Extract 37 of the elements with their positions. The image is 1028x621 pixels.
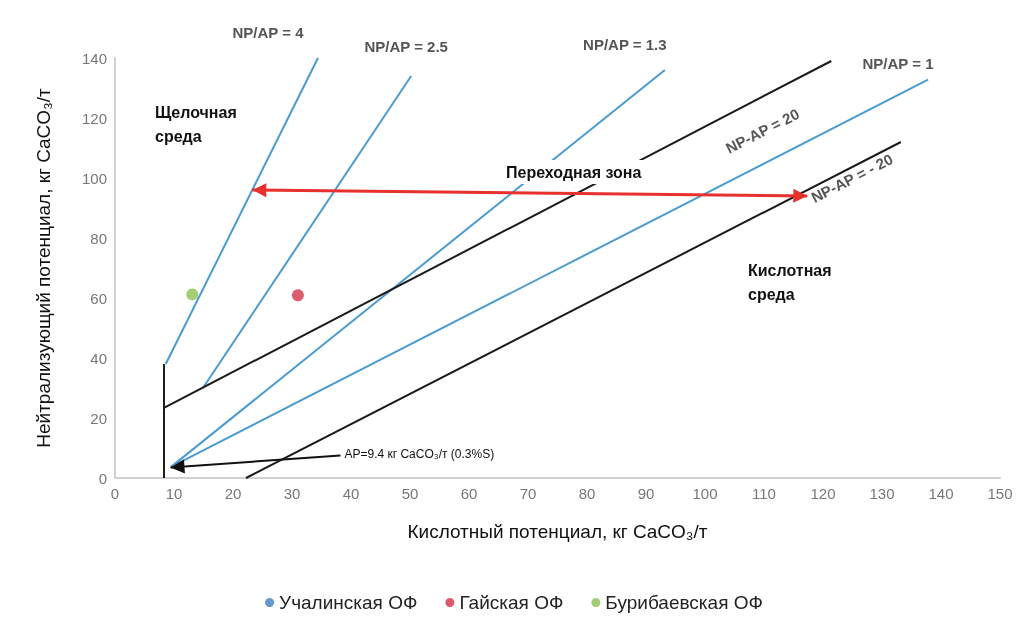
x-tick-label: 0: [110, 485, 120, 502]
y-tick-label: 60: [90, 289, 107, 307]
x-tick-label: 60: [460, 485, 478, 502]
series-label: NP/AP = 1.3: [583, 35, 667, 53]
series-label: NP/AP = 1: [862, 55, 934, 73]
x-tick-label: 70: [519, 485, 537, 502]
x-tick-label: 30: [283, 485, 301, 502]
y-tick-label: 0: [98, 469, 107, 487]
x-axis-title: Кислотный потенциал, кг CaCO₃/т: [407, 521, 708, 542]
x-tick-label: 130: [869, 485, 895, 502]
x-tick-label: 10: [165, 485, 183, 502]
x-tick-label: 100: [692, 485, 718, 502]
y-tick-label: 40: [90, 349, 107, 367]
legend-label: Бурибаевская ОФ: [605, 592, 763, 613]
y-tick-label: 80: [90, 229, 107, 247]
annotation: Переходная зона: [506, 163, 642, 181]
y-tick-label: 20: [90, 409, 107, 427]
y-tick-label: 100: [81, 169, 107, 187]
legend-label: Гайская ОФ: [459, 592, 564, 613]
annotation: AP=9.4 кг CaCO₃/т (0.3%S): [344, 446, 495, 461]
annotation: Щелочная среда: [155, 103, 237, 145]
series-label: NP/AP = 4: [232, 23, 305, 41]
x-tick-label: 20: [224, 485, 242, 502]
y-tick-label: 120: [81, 109, 107, 127]
annotation: Кислотная среда: [748, 261, 832, 303]
legend-label: Учалинская ОФ: [279, 592, 418, 613]
x-tick-label: 90: [637, 485, 655, 502]
x-tick-label: 50: [401, 485, 419, 502]
y-tick-label: 140: [81, 49, 107, 67]
y-axis-title: Нейтрализующий потенциал, кг CaCO₃/т: [33, 87, 54, 448]
text: NP/AP = 2.5: [364, 37, 448, 55]
x-tick-label: 140: [928, 485, 954, 502]
x-tick-label: 40: [342, 485, 360, 502]
x-tick-label: 120: [810, 485, 836, 502]
x-tick-label: 80: [578, 485, 596, 502]
x-tick-label: 110: [752, 485, 776, 502]
x-tick-label: 150: [987, 485, 1013, 502]
